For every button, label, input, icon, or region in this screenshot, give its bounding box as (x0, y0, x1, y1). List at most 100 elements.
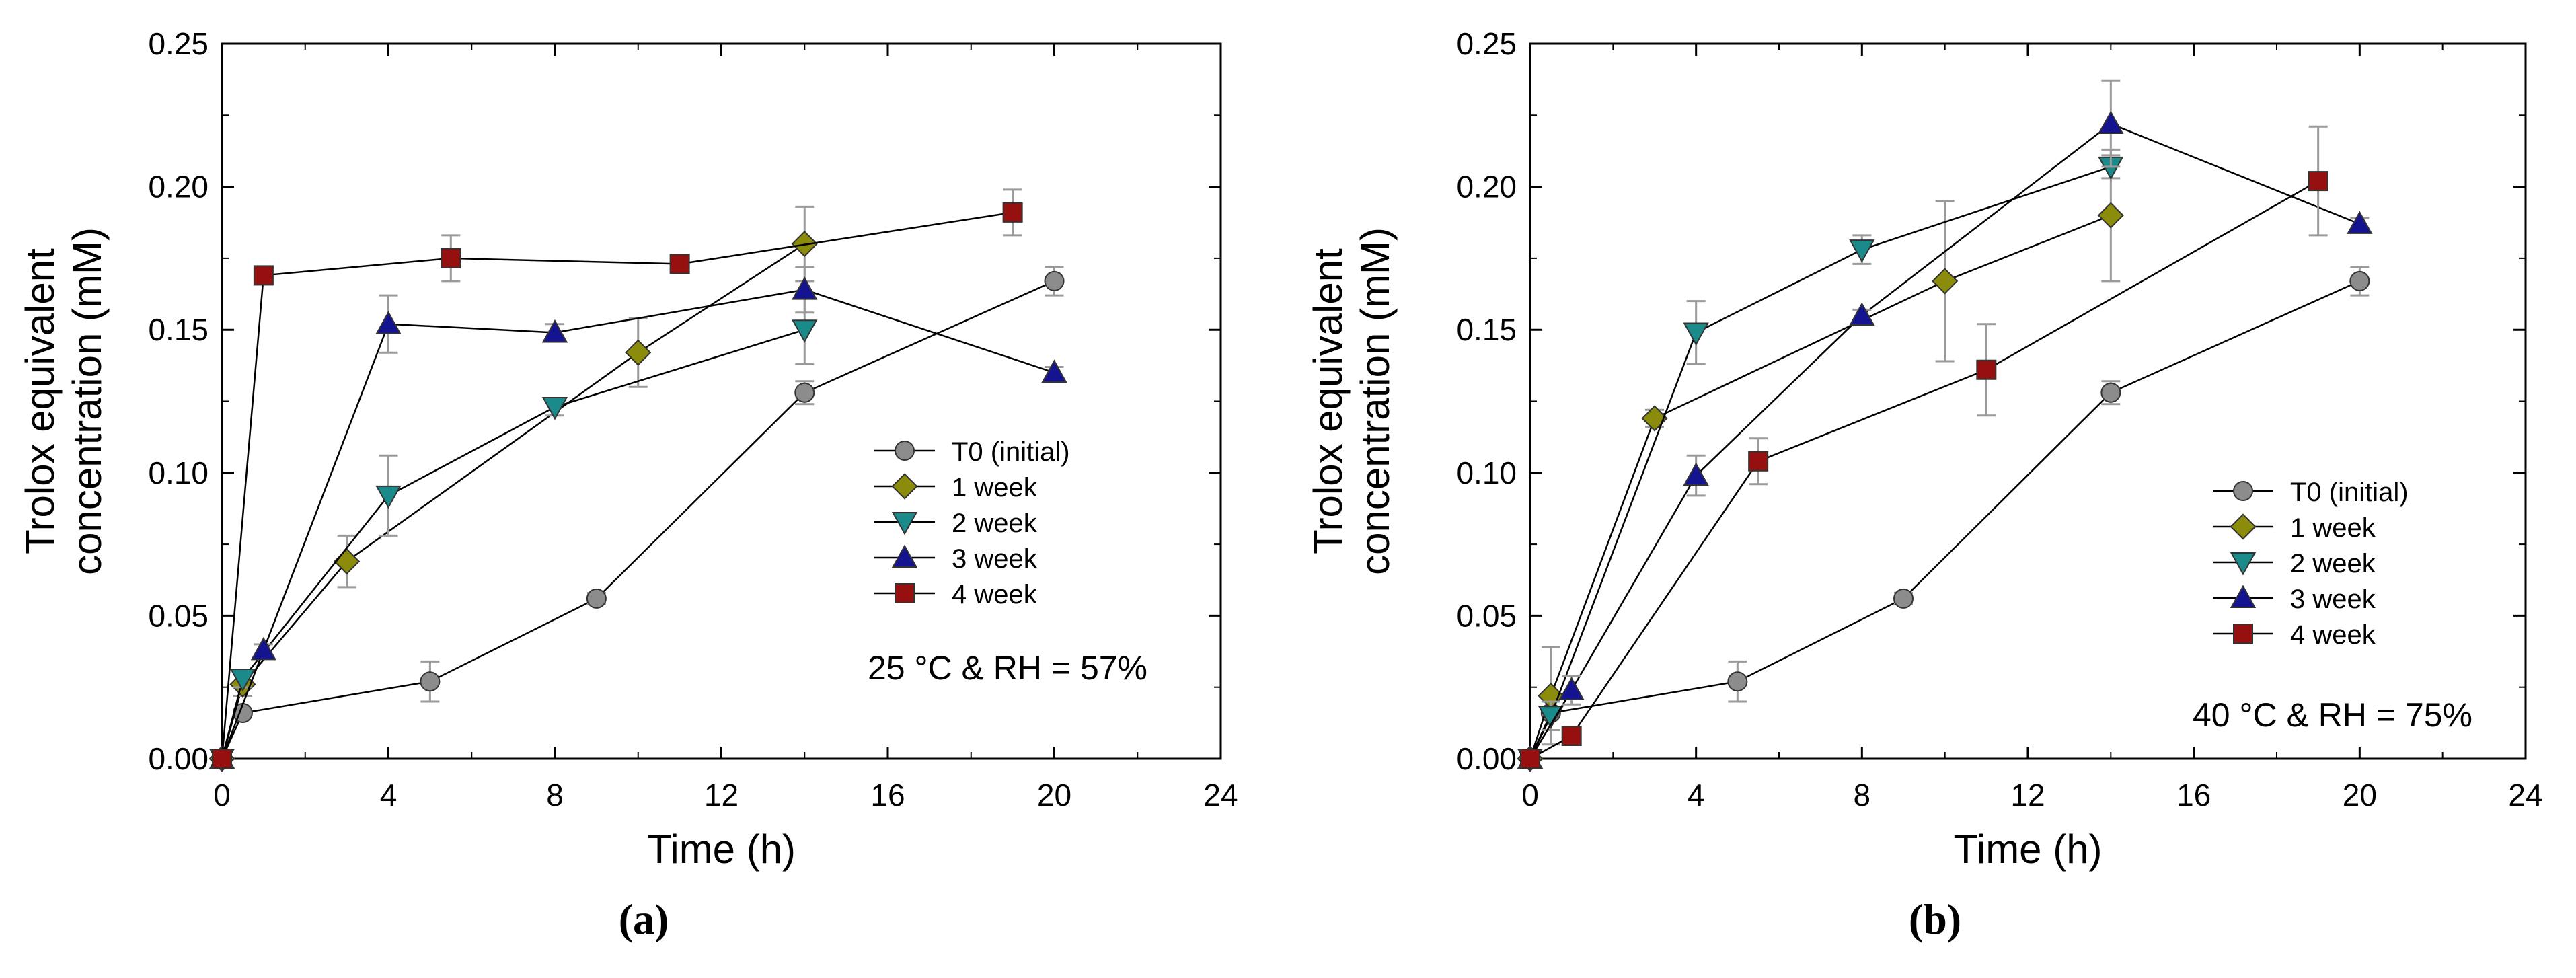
legend-label-1-week-b: 1 week (2290, 513, 2376, 543)
series-3-week-b (1517, 79, 2373, 769)
data-point-3-week-b (1683, 462, 1709, 486)
data-point-3-week-b (1849, 302, 1875, 326)
x-tick-label-a: 16 (870, 778, 905, 813)
legend-label-2-week-b: 2 week (2290, 549, 2376, 578)
y-tick-label-b: 0.25 (1456, 26, 1517, 61)
data-point-4-week-b (1561, 725, 1582, 746)
data-point-2-week-a (229, 668, 256, 692)
data-point-4-week-b (1520, 749, 1540, 769)
y-axis-label-line1-b: Trolox equivalent (1305, 248, 1351, 554)
data-point-4-week-a (441, 248, 461, 268)
chart-svg-b: 0 4 8 12 16 20 24 0.00 0.05 0.10 0.15 0.20 0.25 Time … (1305, 26, 2543, 872)
y-axis-label-line2-b: concentration (mM) (1353, 227, 1398, 575)
data-point-3-week-a (792, 276, 818, 300)
legend-label-3-week-b: 3 week (2290, 585, 2376, 614)
data-point-2-week-b (1849, 239, 1875, 263)
data-point-t0-initial-a (586, 588, 607, 609)
data-point-3-week-a (541, 319, 568, 343)
data-point-4-week-a (253, 265, 274, 286)
series-1-week-a (209, 205, 818, 772)
chart-panel-a: 0 4 8 12 16 20 24 0.00 0.05 0.10 0.15 0.20 0.25 Time … (17, 26, 1238, 943)
y-tick-label-a: 0.25 (148, 26, 209, 61)
data-point-2-week-a (375, 485, 402, 509)
legend-b: T0 (initial) 1 week 2 week 3 week 4 week (2213, 478, 2409, 650)
series-4-week-b (1520, 125, 2328, 769)
x-tick-label-b: 16 (2176, 778, 2211, 813)
legend-label-t0-initial-a: T0 (initial) (952, 437, 1070, 467)
data-point-1-week-b (2097, 202, 2124, 229)
data-point-1-week-a (625, 339, 652, 366)
data-point-2-week-a (541, 397, 568, 420)
y-tick-label-b: 0.00 (1456, 741, 1517, 776)
x-tick-label-b: 0 (1521, 778, 1539, 813)
plot-frame-b (1529, 42, 2527, 760)
data-point-t0-initial-b (2349, 270, 2370, 291)
data-point-1-week-b (1932, 268, 1959, 295)
y-axis-label-line2-a: concentration (mM) (65, 227, 110, 575)
data-point-4-week-b (1748, 451, 1769, 472)
y-tick-label-b: 0.05 (1456, 598, 1517, 633)
y-tick-label-a: 0.00 (148, 741, 209, 776)
x-axis-label-b: Time (h) (1953, 827, 2102, 872)
x-tick-label-a: 0 (213, 778, 231, 813)
data-point-4-week-b (2308, 171, 2328, 192)
data-point-t0-initial-b (2100, 382, 2121, 403)
y-tick-label-b: 0.10 (1456, 455, 1517, 490)
legend-marker-t0-initial-a (895, 441, 915, 461)
data-point-3-week-a (1041, 359, 1067, 383)
series-1-week-b (1517, 148, 2124, 772)
series-2-week-a (209, 294, 818, 772)
data-point-t0-initial-b (1727, 671, 1748, 692)
x-tick-label-a: 24 (1203, 778, 1238, 813)
legend-label-4-week-a: 4 week (952, 580, 1038, 609)
x-tick-label-a: 20 (1037, 778, 1071, 813)
data-point-2-week-a (792, 319, 818, 343)
legend-label-1-week-a: 1 week (952, 473, 1038, 502)
panel-label-b: (b) (1908, 895, 1962, 943)
data-point-2-week-b (1538, 706, 1564, 729)
series-line-3-week-b (1529, 122, 2360, 759)
legend-marker-4-week-a (895, 583, 915, 603)
series-line-3-week-a (221, 289, 1055, 759)
x-tick-label-b: 4 (1688, 778, 1705, 813)
panel-label-a: (a) (618, 895, 669, 943)
x-tick-label-b: 24 (2508, 778, 2542, 813)
legend-a: T0 (initial) 1 week 2 week 3 week 4 week (874, 437, 1070, 609)
y-tick-label-b: 0.15 (1456, 312, 1517, 347)
legend-marker-3-week-a (891, 544, 918, 568)
data-point-3-week-b (2347, 211, 2373, 234)
legend-marker-3-week-b (2230, 585, 2257, 608)
legend-marker-t0-initial-b (2233, 481, 2253, 501)
condition-annotation-a: 25 °C & RH = 57% (868, 649, 1147, 687)
y-axis-label-line1-a: Trolox equivalent (17, 248, 63, 554)
chart-svg-a: 0 4 8 12 16 20 24 0.00 0.05 0.10 0.15 0.20 0.25 Time … (17, 26, 1238, 872)
y-tick-label-b: 0.20 (1456, 170, 1517, 204)
data-point-t0-initial-b (1893, 588, 1914, 609)
x-tick-label-a: 12 (704, 778, 738, 813)
data-point-3-week-a (375, 311, 402, 334)
y-tick-label-a: 0.05 (148, 598, 209, 633)
data-point-3-week-b (1558, 677, 1585, 700)
data-point-3-week-a (250, 636, 277, 661)
x-axis-label-a: Time (h) (647, 827, 796, 872)
legend-label-4-week-b: 4 week (2290, 620, 2376, 650)
data-point-4-week-b (1976, 359, 1997, 380)
data-point-t0-initial-a (420, 671, 441, 692)
legend-marker-1-week-a (891, 473, 918, 500)
chart-panel-b: 0 4 8 12 16 20 24 0.00 0.05 0.10 0.15 0.20 0.25 Time … (1288, 0, 2576, 978)
data-point-3-week-b (2098, 110, 2124, 135)
series-4-week-a (212, 188, 1023, 769)
x-tick-label-a: 8 (546, 778, 564, 813)
series-line-1-week-b (1529, 214, 2111, 759)
data-point-1-week-a (334, 548, 361, 575)
x-tick-label-b: 20 (2343, 778, 2377, 813)
condition-annotation-b: 40 °C & RH = 75% (2193, 696, 2472, 734)
x-tick-label-a: 4 (380, 778, 397, 813)
y-tick-label-a: 0.20 (148, 170, 209, 204)
data-point-t0-initial-a (794, 382, 815, 403)
series-line-2-week-a (221, 329, 805, 759)
series-2-week-b (1517, 154, 2124, 772)
data-point-4-week-a (1002, 202, 1023, 223)
legend-label-3-week-a: 3 week (952, 544, 1038, 574)
legend-label-2-week-a: 2 week (952, 509, 1038, 538)
